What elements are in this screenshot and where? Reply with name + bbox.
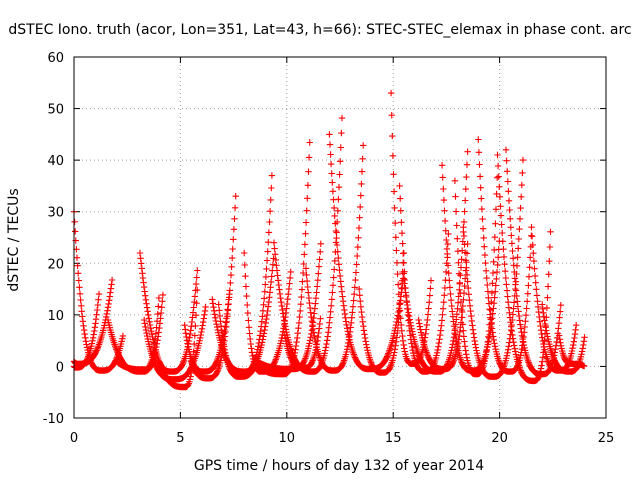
plus-marker bbox=[187, 193, 239, 382]
plus-marker bbox=[415, 240, 471, 373]
plus-marker bbox=[356, 249, 407, 376]
series-8 bbox=[155, 267, 201, 375]
y-tick-label: 20 bbox=[47, 257, 64, 272]
series-33 bbox=[556, 332, 588, 370]
x-tick-labels: 0 5 10 15 20 25 bbox=[70, 431, 614, 446]
x-axis-label: GPS time / hours of day 132 of year 2014 bbox=[194, 458, 484, 474]
data-points bbox=[70, 89, 588, 391]
plus-marker bbox=[70, 290, 103, 371]
series-11 bbox=[209, 172, 276, 375]
plus-marker bbox=[326, 131, 407, 373]
x-tick-label: 0 bbox=[70, 431, 78, 446]
y-tick-label: -10 bbox=[43, 412, 64, 427]
plus-marker bbox=[556, 332, 588, 370]
series-10 bbox=[187, 193, 239, 382]
y-tick-label: 50 bbox=[47, 103, 64, 118]
chart-title: dSTEC Iono. truth (acor, Lon=351, Lat=43… bbox=[8, 22, 631, 38]
y-axis-label: dSTEC / TECUs bbox=[6, 188, 22, 291]
plus-marker bbox=[209, 172, 276, 375]
plus-marker bbox=[539, 301, 588, 375]
y-tick-label: 10 bbox=[47, 309, 64, 324]
plus-marker bbox=[438, 162, 503, 374]
plot-frame bbox=[73, 56, 607, 419]
y-tick-label: 60 bbox=[47, 51, 64, 66]
series-20 bbox=[356, 249, 407, 376]
x-tick-label: 20 bbox=[491, 431, 508, 446]
series-18 bbox=[302, 142, 367, 374]
y-tick-label: 40 bbox=[47, 154, 64, 169]
series-14 bbox=[251, 139, 313, 378]
y-tick-labels: -10 0 10 20 30 40 50 60 bbox=[43, 51, 64, 427]
series-25 bbox=[438, 162, 503, 374]
series-28 bbox=[475, 136, 535, 375]
x-tick-label: 15 bbox=[385, 431, 402, 446]
series-32 bbox=[539, 301, 588, 375]
plus-marker bbox=[155, 267, 201, 375]
y-tick-label: 0 bbox=[56, 360, 64, 375]
x-tick-label: 10 bbox=[279, 431, 296, 446]
series-3 bbox=[70, 290, 103, 371]
y-tick-label: 30 bbox=[47, 206, 64, 221]
series-19 bbox=[326, 131, 407, 373]
plus-marker bbox=[302, 142, 367, 374]
plus-marker bbox=[251, 139, 313, 378]
x-tick-label: 5 bbox=[176, 431, 184, 446]
x-tick-label: 25 bbox=[598, 431, 615, 446]
plus-marker bbox=[475, 136, 535, 375]
series-24 bbox=[415, 240, 471, 373]
